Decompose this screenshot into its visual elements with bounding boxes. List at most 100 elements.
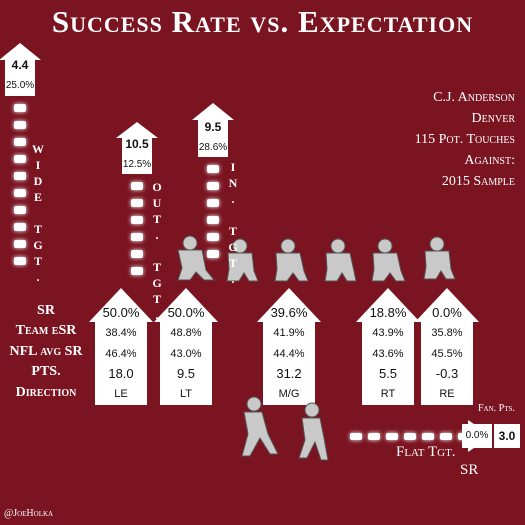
cell-pts: 31.2: [276, 366, 302, 381]
cell-direction: RT: [380, 388, 396, 400]
run-arrow: [356, 288, 420, 405]
cell-sr: 0.0%: [432, 305, 462, 320]
cell-team-esr: 38.4%: [105, 327, 137, 339]
dash: [207, 165, 219, 173]
cell-direction: RE: [439, 388, 455, 400]
info-line: Denver: [471, 111, 515, 126]
dash: [14, 121, 26, 129]
lineman: [226, 238, 259, 282]
lineman: [423, 236, 456, 280]
cell-nfl-avg-sr: 44.4%: [273, 348, 305, 360]
row-label: NFL avg SR: [9, 344, 83, 359]
info-line: C.J. Anderson: [433, 90, 515, 105]
quarterback: [241, 396, 279, 457]
dash: [14, 206, 26, 214]
target-sr: 28.6%: [198, 142, 228, 153]
cell-pts: 5.5: [378, 366, 398, 381]
cell-sr: 18.8%: [369, 305, 407, 320]
target-points: 9.5: [204, 120, 222, 134]
pass-arrows: [0, 43, 520, 452]
flat-points-label: Fan. Pts.: [478, 403, 515, 414]
dash: [14, 138, 26, 146]
flat-points: 3.0: [498, 429, 516, 443]
flat-label: Flat Tgt.: [396, 444, 456, 460]
title: Success Rate vs. Expectation: [51, 4, 474, 39]
run-arrow: [89, 288, 153, 405]
dash: [131, 267, 143, 275]
dash: [14, 257, 26, 265]
lineman: [177, 235, 216, 281]
dash: [14, 223, 26, 231]
dash: [14, 155, 26, 163]
cell-direction: LT: [179, 388, 193, 400]
target-label: WIDE TGT.: [31, 142, 45, 286]
cell-sr: 50.0%: [102, 305, 140, 320]
flat-box: [494, 424, 520, 448]
lineman: [274, 238, 309, 282]
cell-nfl-avg-sr: 45.5%: [431, 348, 463, 360]
dash: [207, 216, 219, 224]
run-arrows: [89, 288, 479, 405]
flat-sr: 0.0%: [465, 430, 489, 441]
cell-team-esr: 41.9%: [273, 327, 305, 339]
info-line: Against:: [464, 153, 515, 168]
running-back: [298, 402, 329, 461]
run-arrow: [154, 288, 218, 405]
lineman: [324, 238, 357, 282]
cell-pts: 18.0: [108, 366, 134, 381]
dash: [131, 199, 143, 207]
run-arrow: [415, 288, 479, 405]
in-arrow-head: [192, 103, 234, 157]
flat-sr-label: SR: [460, 462, 479, 478]
target-points: 4.4: [11, 58, 29, 72]
row-label: SR: [37, 303, 55, 318]
dash: [207, 250, 219, 258]
dash: [440, 433, 452, 440]
dash: [14, 189, 26, 197]
dash: [14, 104, 26, 112]
dash: [131, 182, 143, 190]
cell-sr: 50.0%: [167, 305, 205, 320]
row-label: Team eSR: [15, 323, 77, 338]
row-label: PTS.: [31, 364, 61, 379]
dash: [131, 216, 143, 224]
dash: [368, 433, 380, 440]
dash: [207, 233, 219, 241]
cell-pts: -0.3: [435, 366, 459, 381]
cell-team-esr: 35.8%: [431, 327, 463, 339]
dash: [422, 433, 434, 440]
target-label: IN. TGT.: [226, 160, 240, 288]
dash: [14, 172, 26, 180]
target-sr: 12.5%: [122, 159, 152, 170]
target-points: 10.5: [125, 137, 149, 151]
info-line: 115 Pot. Touches: [414, 132, 515, 147]
dash: [131, 250, 143, 258]
dash: [207, 199, 219, 207]
cell-pts: 9.5: [176, 366, 196, 381]
row-label: Direction: [15, 385, 77, 400]
cell-nfl-avg-sr: 46.4%: [105, 348, 137, 360]
run-arrow: [257, 288, 321, 405]
dash: [386, 433, 398, 440]
dash-lines: [14, 104, 470, 440]
dash: [14, 240, 26, 248]
credit: @JoeHolka: [4, 508, 54, 519]
dash: [207, 182, 219, 190]
lineman: [371, 238, 406, 282]
info-line: 2015 Sample: [441, 174, 515, 189]
cell-nfl-avg-sr: 43.0%: [170, 348, 202, 360]
out-arrow-head: [116, 122, 158, 174]
target-sr: 25.0%: [5, 80, 35, 91]
cell-team-esr: 43.9%: [372, 327, 404, 339]
dash: [458, 433, 470, 440]
dash: [404, 433, 416, 440]
dash: [131, 233, 143, 241]
cell-direction: M/G: [278, 388, 300, 400]
wide-arrow-head: [0, 43, 41, 96]
cell-team-esr: 48.8%: [170, 327, 202, 339]
cell-nfl-avg-sr: 43.6%: [372, 348, 404, 360]
players: [177, 235, 456, 461]
target-label: OUT. TGT.: [150, 180, 164, 324]
